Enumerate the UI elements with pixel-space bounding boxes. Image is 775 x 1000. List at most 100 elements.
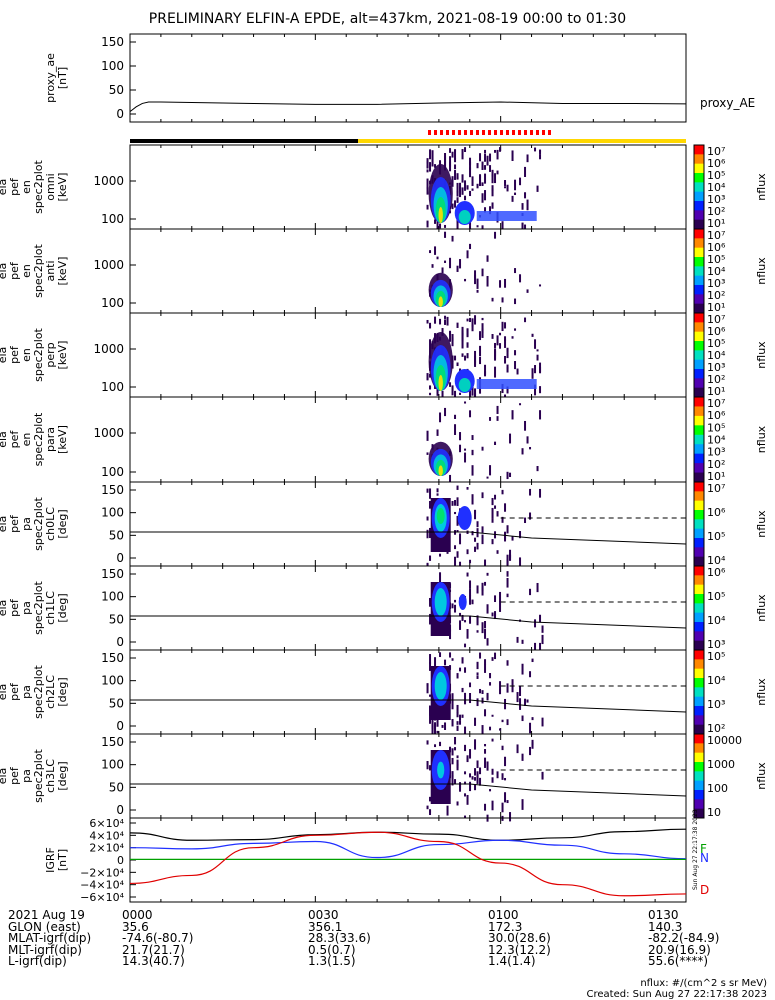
panel-8-flux-pixel [456,764,459,768]
panel-3-flux-pixel [514,361,517,370]
panel-1-flux-pixel [471,188,474,191]
panel-7-flux-pixel [479,688,482,694]
panel-8-flux-pixel [509,812,512,822]
panel-8-flux-pixel [476,774,479,784]
panel-5-flux-pixel [456,551,459,558]
panel-8-flux-pixel [501,773,504,780]
panel-7-flux-pixel [429,662,432,671]
panel-1-flux-pixel [426,158,429,164]
panel-7-flux-pixel [461,687,464,693]
panel-6-flux-pixel [484,628,487,639]
panel-3-cbar-segment [694,313,704,323]
panel-7-flux-pixel [511,685,514,693]
eclipse-bar [130,139,358,143]
panel-6-flux-pixel [539,614,542,623]
panel-7-flux-pixel [476,698,479,707]
panel-1-flux-pixel [496,149,499,160]
panel-6-flux-pixel [486,604,489,608]
panel-6-flux-pixel [469,580,472,589]
panel-4-cbar-segment [694,406,704,417]
panel-4-flux-core [438,465,443,477]
panel-3-ytick-label: 1000 [93,342,124,356]
panel-2-flux-pixel [486,275,489,287]
proxy-ae-ylabel-1: [nT] [56,67,69,89]
panel-7-flux-pixel [499,689,502,695]
panel-3-flux-pixel [504,355,507,364]
panel-6-flux-pixel [506,593,509,598]
panel-7-cbar-segment [694,696,704,707]
panel-8-flux-pixel [429,765,432,771]
panel-5-cbar-segment [694,547,704,558]
panel-8-cbar-tick: 1000 [707,758,735,771]
panel-2-ylabel-4: anti [44,260,57,281]
ephemeris-value: 356.1 [308,919,343,934]
panel-5-flux-pixel [471,531,474,536]
panel-3-flux-pixel [506,386,509,394]
panel-5-flux-pixel [481,526,484,533]
panel-7-flux-pixel [511,679,514,686]
panel-5-flux-pixel [491,539,494,545]
panel-8-flux-pixel [504,777,507,781]
panel-3-flux-pixel [506,348,509,352]
panel-7-flux-pixel [444,659,447,666]
panel-8-flux-pixel [491,800,494,811]
ephemeris-value: 1.4(1.4) [488,954,536,968]
panel-4-flux-pixel [509,472,512,478]
panel-6-flux-pixel [536,582,539,593]
panel-1-flux-pixel [454,157,457,163]
panel-6-flux-pixel [454,599,457,603]
panel-6-flux-pixel [469,600,472,605]
panel-6-flux-pixel [476,585,479,594]
panel-6-cbar-tick: 10⁵ [707,590,725,603]
panel-1-flux-pixel [511,150,514,161]
ephemeris-value: 0100 [488,908,519,922]
panel-7-flux-pixel [519,686,522,696]
panel-2-flux-pixel [501,297,504,303]
panel-3-flux-pixel [481,323,484,334]
panel-2-flux-pixel [444,231,447,238]
panel-4-flux-pixel [439,412,442,423]
panel-4-flux-pixel [506,471,509,480]
panel-4-cbar-segment [694,453,704,464]
panel-8-cbar-segment [694,771,704,782]
panel-8-flux-pixel [464,781,467,785]
panel-3-flux-pixel [499,332,502,336]
panel-5-flux-pixel [466,549,469,555]
panel-7-ylabel-2: pa [20,685,33,699]
timestamp-stamp: Sun Aug 27 22:17:38 2023 [692,809,699,890]
panel-7-flux-pixel [541,717,544,727]
panel-1-flux-pixel [461,149,464,160]
panel-6-flux-secondary [458,594,467,610]
panel-6-flux-pixel [481,582,484,592]
panel-6-flux-pixel [499,601,502,612]
panel-1-flux-pixel [489,153,492,162]
science-zone-mark [446,130,449,135]
panel-1-flux-pixel [439,223,442,229]
panel-8-ytick-label: 50 [109,780,124,794]
panel-3-flux-pixel [454,355,457,361]
panel-8-flux-pixel [469,781,472,792]
panel-4-cbar-tick: 10⁴ [707,434,726,447]
igrf-ytick-label: 2×10⁴ [89,842,124,855]
panel-1-flux-pixel [426,178,429,189]
igrf-ylabel-1: [nT] [56,849,69,871]
panel-7-flux-pixel [529,671,532,678]
ephemeris-label: GLON (east) [8,919,81,934]
ephemeris-value: 35.6 [122,919,149,934]
panel-4-flux-pixel [471,449,474,456]
panel-4-ylabel-3: spec2plot [32,412,45,466]
panel-7-flux-pixel [476,675,479,679]
panel-8-flux-pixel [504,756,507,767]
panel-6-ytick-label: 50 [109,612,124,626]
panel-6-flux-pixel [451,603,454,609]
panel-7-flux-pixel [431,724,434,734]
panel-7-cbar-segment [694,687,704,698]
panel-5-flux-pixel [456,485,459,490]
panel-1-cbar-segment [694,145,704,155]
proxy-ae-ytick-label: 50 [109,83,124,97]
panel-7-flux-pixel [531,717,534,721]
panel-8-flux-pixel [474,739,477,750]
panel-7-cbar-segment [694,724,704,735]
panel-1-flux-pixel [489,165,492,172]
panel-7-cbar-segment [694,650,704,660]
